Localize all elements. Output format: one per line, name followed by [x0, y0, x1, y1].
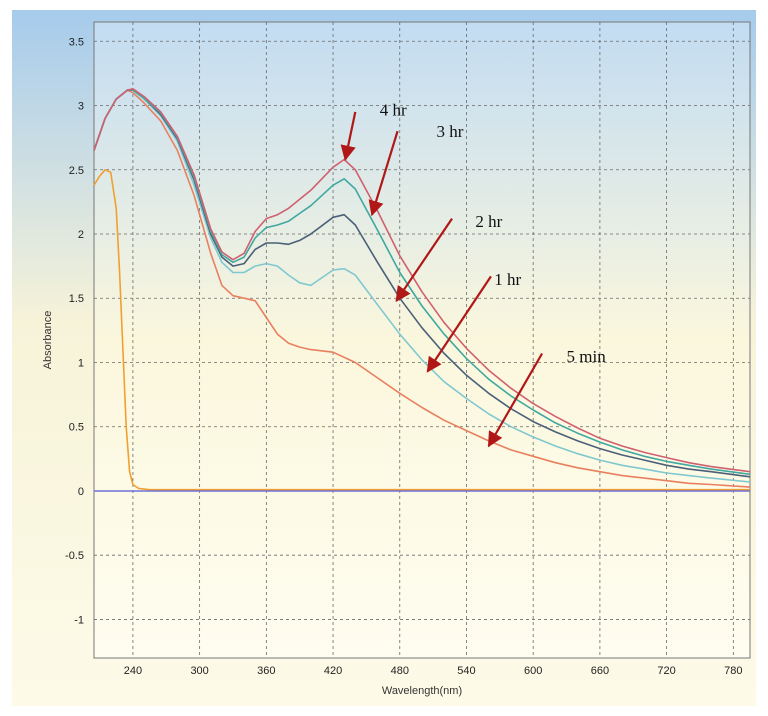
- y-tick-label: -1: [74, 614, 84, 626]
- annotation-label-0: 4 hr: [380, 100, 407, 119]
- x-axis-label: Wavelength(nm): [382, 685, 462, 697]
- y-tick-label: 3.5: [69, 36, 84, 48]
- x-tick-label: 780: [724, 665, 742, 677]
- y-tick-label: 0.5: [69, 422, 84, 434]
- y-axis-label: Absorbance: [42, 311, 54, 370]
- x-tick-label: 300: [190, 665, 208, 677]
- series-line-2: [93, 89, 751, 483]
- annotation-arrow-1: [368, 130, 399, 217]
- x-tick-label: 480: [391, 665, 409, 677]
- annotation-arrow-2: [395, 217, 453, 303]
- annotation-arrow-3: [426, 275, 492, 373]
- y-tick-label: 2: [78, 229, 84, 241]
- y-tick-label: -0.5: [65, 550, 84, 562]
- y-tick-label: 2.5: [69, 165, 84, 177]
- annotation-label-4: 5 min: [567, 347, 607, 366]
- annotation-label-1: 3 hr: [436, 122, 463, 141]
- x-tick-label: 660: [591, 665, 609, 677]
- annotations: 4 hr 3 hr 2 hr 1 hr 5 min: [340, 100, 607, 448]
- plot-area: [93, 21, 751, 659]
- grid: [94, 22, 750, 658]
- x-tick-label: 600: [524, 665, 542, 677]
- annotation-arrow-0: [340, 111, 357, 161]
- y-tick-label: 0: [78, 486, 84, 498]
- series-line-5: [93, 88, 751, 473]
- y-tick-label: 3: [78, 101, 84, 113]
- x-tick-label: 720: [657, 665, 675, 677]
- tick-labels: 240 300 360 420 480 540 600 660 720 780 3.5 3 2.5 2 1.…: [65, 36, 742, 677]
- series-lines: [93, 88, 751, 492]
- y-tick-label: 1.5: [69, 293, 84, 305]
- x-tick-label: 420: [324, 665, 342, 677]
- annotation-arrow-4: [487, 352, 544, 448]
- series-line-1: [93, 89, 751, 488]
- annotation-label-2: 2 hr: [475, 212, 502, 231]
- x-tick-label: 540: [457, 665, 475, 677]
- x-tick-label: 360: [257, 665, 275, 677]
- annotation-label-3: 1 hr: [494, 270, 521, 289]
- series-line-0: [93, 169, 750, 491]
- y-tick-label: 1: [78, 357, 84, 369]
- x-tick-label: 240: [124, 665, 142, 677]
